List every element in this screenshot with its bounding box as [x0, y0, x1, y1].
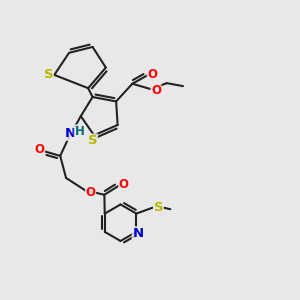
Text: O: O	[85, 186, 95, 199]
Text: S: S	[88, 134, 98, 147]
Text: O: O	[119, 178, 129, 191]
Text: O: O	[151, 84, 161, 97]
Text: S: S	[154, 201, 163, 214]
Text: N: N	[132, 227, 143, 240]
Text: N: N	[64, 127, 76, 140]
Text: O: O	[147, 68, 158, 80]
Text: O: O	[34, 143, 45, 157]
Text: H: H	[74, 125, 84, 138]
Text: S: S	[44, 68, 53, 81]
